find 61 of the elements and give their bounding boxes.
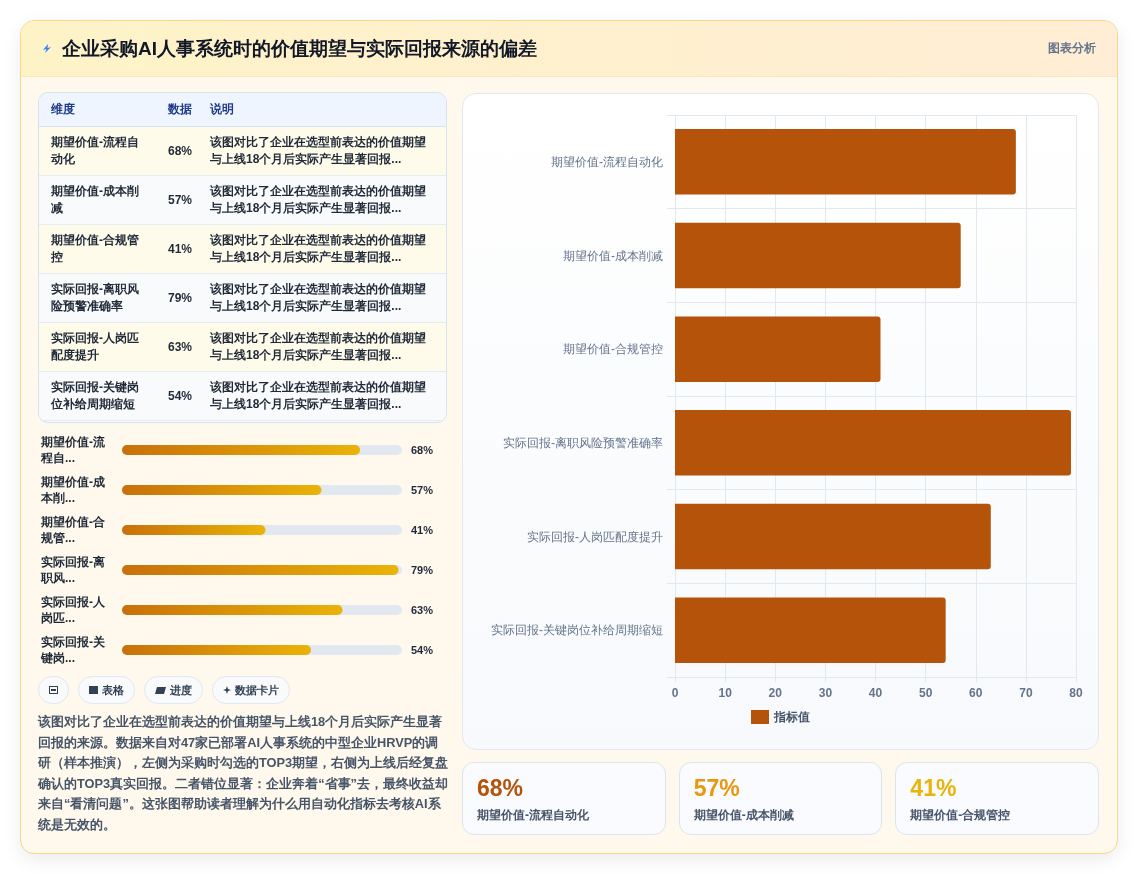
text: 68% [168, 143, 193, 158]
data-label: 79% [411, 564, 434, 576]
data-label: 54% [411, 644, 434, 656]
bar [675, 503, 991, 570]
text: 该图对比了企业在选型前表达的价值期望与上线18个月后实际产生显著回报... [198, 224, 446, 274]
y-tick-label: 期望价值-合规管控 [563, 342, 663, 357]
y-tick-label: 实际回报-人岗匹... [41, 595, 106, 625]
y-tick-label: 实际回报-关键岗位补给周期缩短 [491, 623, 663, 638]
text: 该图对比了企业在选型前表达的价值期望与上线18个月后实际产生显著回报... [198, 126, 446, 176]
x-tick-label: 60 [969, 686, 983, 700]
y-tick-label: 实际回报-人岗匹配度提升 [527, 529, 663, 544]
text: 68% [477, 775, 524, 801]
y-tick-label: 实际回报-离职风... [40, 555, 105, 585]
text: 该图对比了企业在选型前表达的价值期望与上线18个月后实际产生显著回报... [198, 175, 446, 225]
text: 该图对比了企业在选型前表达的价值期望与上线18个月后实际产生显著回报... [198, 322, 446, 372]
category-label: 期望价值-成本削减 [693, 807, 794, 823]
category-label: 期望价值-合规管控 [910, 807, 1011, 823]
text: 57% [693, 775, 740, 801]
bar [675, 129, 1016, 195]
text: 79% [168, 290, 193, 305]
x-tick-label: 0 [671, 686, 679, 700]
text: 说明 [198, 93, 446, 127]
y-tick-label: 期望价值-成本削减 [563, 248, 663, 263]
text: 数据 [156, 93, 198, 127]
text: 41% [910, 775, 957, 801]
y-tick-label: 实际回报-关键岗... [40, 635, 106, 665]
category-label: 进度 [170, 682, 192, 698]
text: 该图对比了企业在选型前表达的价值期望与上线18个月后实际产生显著回报的来源。数据来自对47家已部署AI人事系统的中型企业HRVP的调研（样本推演），左侧为采购时勾选的TOP3期望，右侧为上线后经复盘确认的TOP3真实回报。二者错位显著：企业奔着“省事”去，最终收益却来自“看清问题”。这张图帮助读者理解为什么用自动化指标去考核AI系统是无效的。 [38, 713, 450, 834]
y-tick-label: 实际回报-离职风险预警准确率 [503, 435, 663, 450]
x-tick-label: 40 [868, 686, 883, 700]
x-tick-label: 20 [768, 686, 783, 700]
text: 维度 [39, 93, 156, 127]
y-tick-label: 期望价值-流程自动化 [551, 154, 663, 169]
legend-label: 指标值 [773, 710, 810, 724]
category-label: 期望价值-流程自动化 [477, 807, 589, 823]
y-tick-label: 期望价值-成本削... [40, 475, 105, 505]
text: 图表分析 [1048, 40, 1096, 56]
text: 57% [168, 192, 193, 207]
text: 该图对比了企业在选型前表达的价值期望与上线18个月后实际产生显著回报... [198, 273, 446, 323]
text: 63% [168, 339, 193, 354]
category-label: 数据卡片 [235, 682, 279, 698]
x-tick-label: 10 [718, 686, 733, 700]
y-tick-label: 期望价值-流程自... [40, 435, 106, 465]
text: 该图对比了企业在选型前表达的价值期望与上线18个月后实际产生显著回报... [198, 371, 446, 421]
x-tick-label: 30 [818, 686, 833, 700]
x-tick-label: 80 [1069, 686, 1083, 700]
text: 41% [168, 241, 193, 256]
y-tick-label: 期望价值-合规管... [40, 515, 106, 545]
x-tick-label: 50 [918, 686, 933, 700]
data-label: 57% [411, 484, 434, 496]
bar [675, 410, 1071, 476]
bar [675, 597, 946, 663]
text: 54% [168, 388, 193, 403]
category-label: 表格 [102, 682, 124, 698]
bar [675, 222, 961, 289]
data-label: 41% [411, 524, 434, 536]
data-label: 68% [411, 444, 434, 456]
text: 企业采购AI人事系统时的价值期望与实际回报来源的偏差 [62, 37, 537, 61]
data-label: 63% [411, 604, 434, 616]
x-tick-label: 70 [1019, 686, 1033, 700]
bar [675, 316, 881, 382]
